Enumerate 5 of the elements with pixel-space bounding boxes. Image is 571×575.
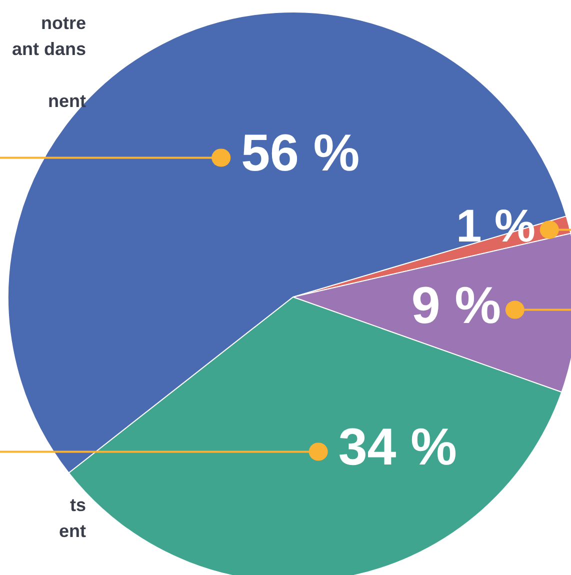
data-label: 56 %	[241, 124, 360, 183]
data-label: 9 %	[411, 276, 501, 335]
text: ts ent	[59, 495, 86, 541]
text: notre ant dans nent	[12, 13, 86, 111]
data-label: 34 %	[338, 418, 457, 477]
